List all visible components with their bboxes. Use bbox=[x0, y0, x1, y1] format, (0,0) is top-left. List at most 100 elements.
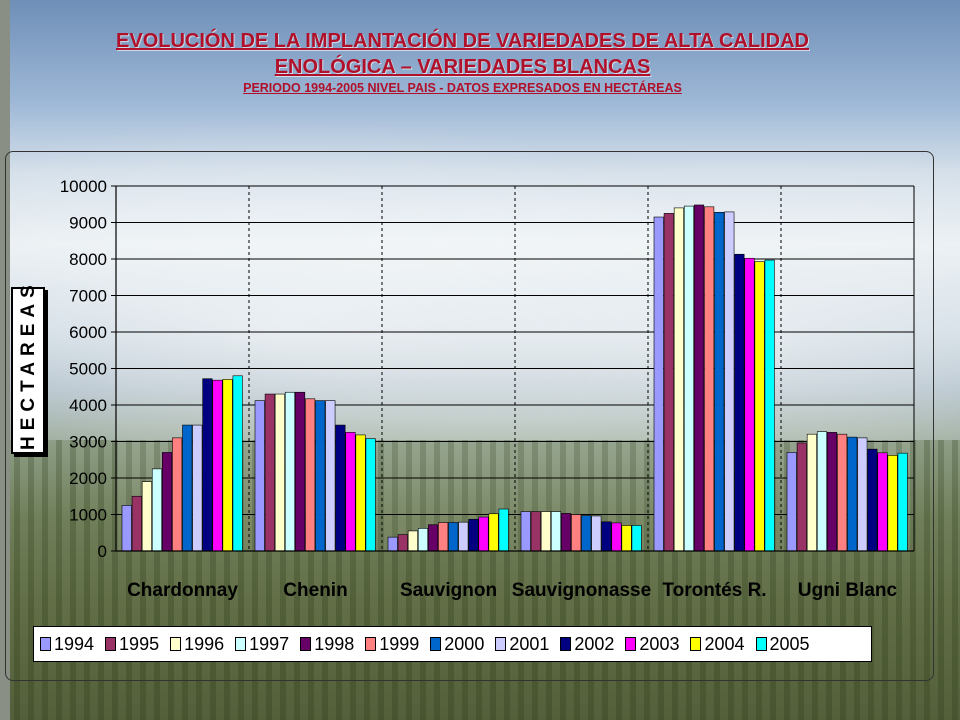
legend-label: 1994 bbox=[54, 633, 95, 654]
y-tick-label: 2000 bbox=[69, 469, 107, 488]
legend-label: 2002 bbox=[574, 633, 615, 654]
bar-2004 bbox=[621, 525, 632, 552]
bar-2005 bbox=[365, 438, 376, 552]
legend-swatch bbox=[495, 637, 507, 651]
bar-2001 bbox=[724, 211, 735, 552]
bar-1995 bbox=[530, 511, 541, 552]
bar-1996 bbox=[540, 511, 551, 552]
bar-1997 bbox=[683, 205, 695, 552]
bar-1995 bbox=[663, 213, 674, 552]
bar-2001 bbox=[857, 437, 868, 552]
bar-2001 bbox=[591, 515, 602, 552]
bar-1998 bbox=[162, 452, 173, 552]
legend-label: 1997 bbox=[249, 633, 290, 654]
bar-2001 bbox=[458, 521, 469, 552]
bar-2000 bbox=[581, 515, 592, 552]
y-tick-label: 0 bbox=[98, 542, 107, 561]
legend-label: 2001 bbox=[509, 633, 550, 654]
header: EVOLUCIÓN DE LA IMPLANTACIÓN DE VARIEDAD… bbox=[0, 28, 925, 96]
bar-1998 bbox=[694, 204, 705, 552]
legend-item: 2000 bbox=[430, 634, 484, 655]
legend-label: 2003 bbox=[639, 633, 680, 654]
legend-swatch bbox=[105, 637, 117, 651]
subtitle: PERIODO 1994-2005 NIVEL PAIS - DATOS EXP… bbox=[243, 81, 682, 95]
bar-2005 bbox=[498, 508, 509, 552]
bar-2005 bbox=[764, 259, 775, 552]
bar-2000 bbox=[847, 436, 858, 552]
bar-1995 bbox=[796, 442, 807, 552]
x-category-label: Ugni Blanc bbox=[798, 580, 898, 601]
bar-1995 bbox=[264, 393, 275, 552]
bar-1997 bbox=[550, 511, 562, 552]
bar-1995 bbox=[397, 534, 408, 552]
bar-2004 bbox=[488, 513, 499, 552]
bar-2001 bbox=[325, 400, 336, 552]
bar-1996 bbox=[673, 207, 684, 552]
bar-1997 bbox=[816, 431, 828, 552]
legend-swatch bbox=[235, 637, 247, 651]
bar-2002 bbox=[867, 448, 878, 552]
bar-2000 bbox=[448, 522, 459, 552]
bar-1994 bbox=[520, 511, 531, 552]
bar-2003 bbox=[212, 379, 223, 552]
legend-swatch bbox=[300, 637, 312, 651]
x-category-label: Chenin bbox=[283, 580, 347, 601]
background-mountains bbox=[0, 60, 960, 440]
bar-1998 bbox=[428, 524, 439, 552]
legend-swatch bbox=[625, 637, 637, 651]
legend-item: 1999 bbox=[365, 634, 419, 655]
legend-item: 2002 bbox=[560, 634, 614, 655]
y-tick-label: 1000 bbox=[69, 506, 107, 525]
bar-2000 bbox=[714, 211, 725, 552]
legend-swatch bbox=[365, 637, 377, 651]
bar-2001 bbox=[192, 424, 203, 552]
bar-1998 bbox=[827, 432, 838, 552]
legend-item: 1998 bbox=[300, 634, 354, 655]
bar-1999 bbox=[837, 433, 848, 552]
bar-2002 bbox=[601, 521, 612, 552]
bar-2003 bbox=[611, 522, 622, 552]
bar-1999 bbox=[704, 206, 715, 552]
bar-2002 bbox=[335, 424, 346, 552]
bar-1997 bbox=[151, 468, 163, 552]
legend-item: 2004 bbox=[690, 633, 745, 655]
bar-1999 bbox=[172, 437, 183, 552]
y-axis-label: HECTAREAS bbox=[18, 279, 39, 450]
title-line-2: ENOLÓGICA – VARIEDADES BLANCAS bbox=[274, 56, 651, 78]
x-category-label: Sauvignonasse bbox=[512, 580, 651, 601]
bar-1999 bbox=[438, 522, 449, 552]
x-category-label: Torontés R. bbox=[662, 580, 766, 601]
bar-2003 bbox=[345, 432, 356, 552]
y-tick-label: 3000 bbox=[69, 433, 107, 452]
y-tick-label: 4000 bbox=[69, 396, 107, 415]
bar-1994 bbox=[653, 216, 664, 552]
legend-item: 1997 bbox=[235, 634, 289, 655]
bar-2005 bbox=[631, 525, 642, 552]
legend-label: 2004 bbox=[704, 633, 745, 654]
bar-2005 bbox=[897, 452, 908, 552]
bar-2000 bbox=[182, 424, 193, 552]
chart-panel bbox=[5, 151, 934, 681]
x-category-label: Sauvignon bbox=[400, 580, 497, 601]
bar-1996 bbox=[806, 433, 817, 552]
bar-1996 bbox=[141, 481, 152, 552]
bar-2002 bbox=[468, 518, 479, 552]
bar-2004 bbox=[222, 379, 233, 552]
legend-label: 2005 bbox=[769, 633, 810, 654]
bar-1999 bbox=[305, 398, 316, 552]
y-axis-label-box: HECTAREAS bbox=[11, 279, 45, 454]
bar-1994 bbox=[387, 536, 398, 552]
bar-2004 bbox=[887, 455, 898, 552]
bar-1998 bbox=[561, 513, 572, 552]
legend-item: 2001 bbox=[495, 634, 549, 655]
y-tick-label: 9000 bbox=[69, 214, 107, 233]
bar-1997 bbox=[417, 528, 429, 552]
bar-1994 bbox=[786, 452, 797, 552]
legend-swatch bbox=[170, 637, 182, 651]
bar-1996 bbox=[274, 393, 285, 552]
y-tick-label: 7000 bbox=[69, 287, 107, 306]
legend-swatch bbox=[40, 637, 51, 651]
bar-2000 bbox=[315, 400, 326, 552]
bar-2005 bbox=[232, 375, 243, 552]
bar-1995 bbox=[131, 495, 142, 552]
